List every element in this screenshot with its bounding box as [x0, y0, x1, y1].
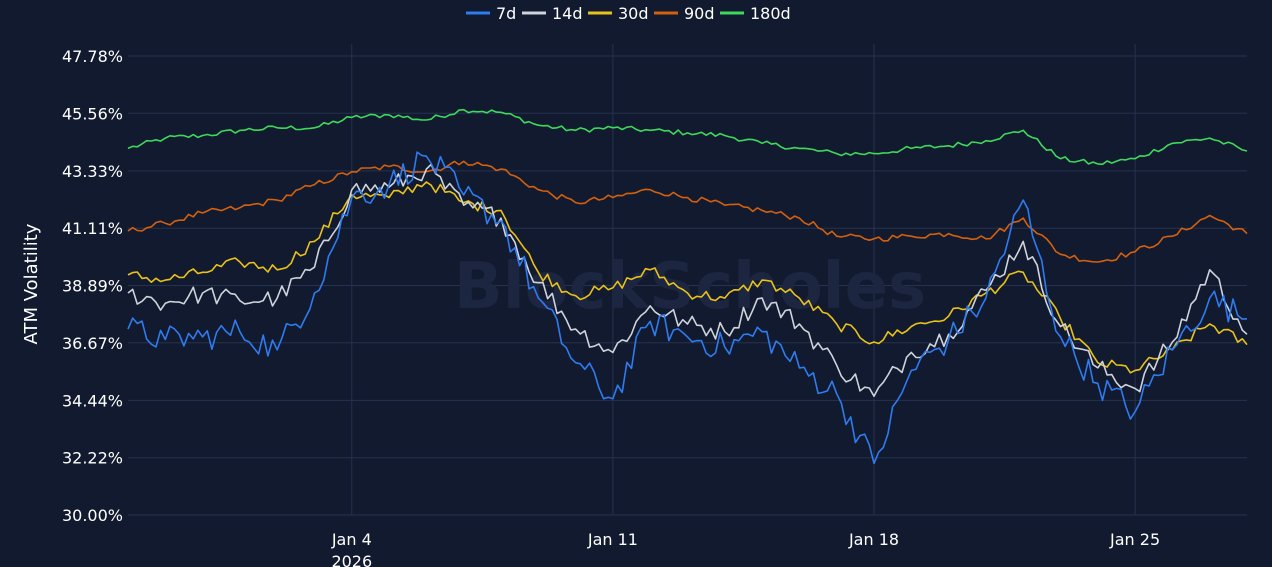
y-tick-label: 45.56%	[62, 104, 123, 123]
y-tick-label: 34.44%	[62, 391, 123, 410]
series-line-180d	[127, 108, 1248, 166]
x-tick-year-label: 2026	[331, 552, 372, 567]
y-axis-ticks: 30.00% 32.22% 34.44% 36.67% 38.89% 41.11% 43.3…	[62, 47, 123, 525]
y-tick-label: 32.22%	[62, 449, 123, 468]
y-axis-title: ATM Volatility	[21, 223, 42, 344]
x-tick-label: Jan 4	[331, 530, 372, 549]
legend-label: 180d	[750, 4, 791, 23]
grid	[128, 44, 1247, 516]
series-lines	[127, 108, 1248, 465]
y-tick-label: 43.33%	[62, 162, 123, 181]
x-tick-label: Jan 25	[1109, 530, 1160, 549]
y-tick-label: 38.89%	[62, 277, 123, 296]
series-line-90d	[127, 160, 1248, 263]
y-tick-label: 36.67%	[62, 334, 123, 353]
series-line-7d	[127, 151, 1248, 465]
x-axis-ticks: Jan 4 2026 Jan 11 Jan 18 Jan 25	[331, 530, 1160, 567]
y-tick-label: 41.11%	[62, 219, 123, 238]
legend-label: 90d	[684, 4, 715, 23]
legend-label: 7d	[496, 4, 516, 23]
legend-item-30d[interactable]: 30d	[588, 4, 649, 23]
series-line-30d	[127, 181, 1248, 374]
legend-item-14d[interactable]: 14d	[522, 4, 583, 23]
y-tick-label: 47.78%	[62, 47, 123, 66]
legend-item-90d[interactable]: 90d	[654, 4, 715, 23]
legend-item-180d[interactable]: 180d	[720, 4, 791, 23]
series-line-14d	[127, 163, 1248, 398]
legend-label: 30d	[618, 4, 649, 23]
legend-item-7d[interactable]: 7d	[466, 4, 516, 23]
y-tick-label: 30.00%	[62, 506, 123, 525]
legend-label: 14d	[552, 4, 583, 23]
legend[interactable]: 7d 14d 30d 90d 180d	[466, 4, 791, 23]
x-tick-label: Jan 11	[587, 530, 638, 549]
x-tick-label: Jan 18	[848, 530, 899, 549]
